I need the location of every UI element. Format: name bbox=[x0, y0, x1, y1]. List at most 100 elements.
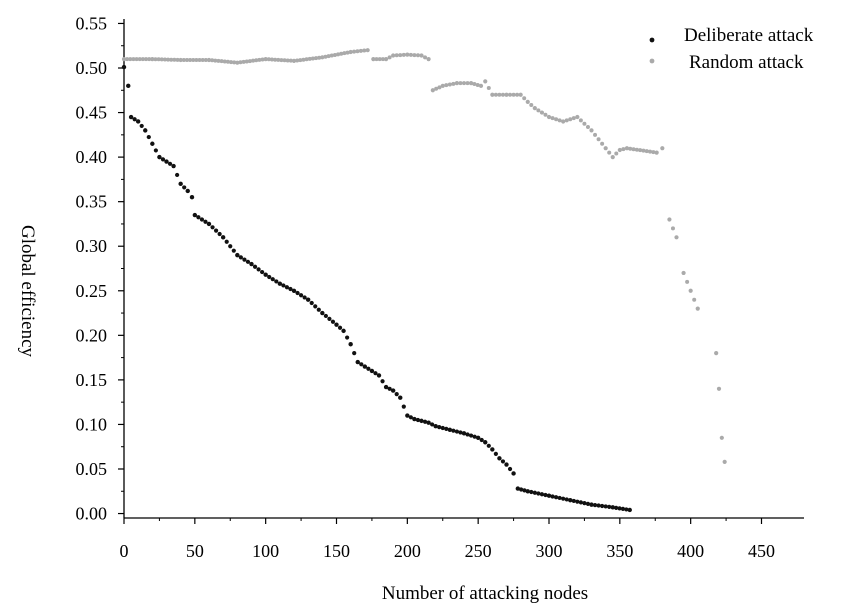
data-point bbox=[196, 215, 201, 220]
data-point bbox=[654, 150, 659, 155]
data-point bbox=[430, 422, 435, 427]
data-point bbox=[500, 92, 505, 97]
data-point bbox=[159, 57, 164, 62]
data-point bbox=[434, 86, 439, 91]
data-point bbox=[332, 52, 337, 57]
data-point bbox=[171, 163, 176, 169]
data-point bbox=[589, 502, 594, 507]
data-point bbox=[362, 48, 367, 53]
data-point bbox=[263, 56, 268, 62]
data-point bbox=[458, 430, 463, 435]
data-point bbox=[585, 125, 590, 130]
x-tick-label: 350 bbox=[606, 541, 633, 561]
data-point bbox=[383, 56, 389, 62]
data-point bbox=[478, 83, 484, 88]
data-point bbox=[614, 151, 619, 156]
data-point bbox=[692, 297, 697, 302]
data-point bbox=[181, 57, 186, 62]
data-point bbox=[585, 501, 591, 506]
data-point bbox=[486, 443, 491, 448]
data-point bbox=[532, 490, 537, 495]
data-point bbox=[497, 92, 502, 97]
data-point bbox=[339, 51, 344, 56]
x-tick-label: 100 bbox=[252, 541, 279, 561]
data-point bbox=[578, 118, 583, 123]
data-point bbox=[519, 487, 524, 492]
data-point bbox=[582, 501, 587, 506]
data-point bbox=[564, 118, 569, 123]
data-point bbox=[500, 459, 506, 464]
data-point bbox=[624, 507, 629, 512]
data-point bbox=[600, 503, 605, 509]
data-point bbox=[345, 335, 350, 340]
y-tick-label: 0.10 bbox=[76, 414, 108, 434]
data-point bbox=[371, 56, 376, 62]
data-point bbox=[310, 56, 315, 61]
data-point bbox=[256, 267, 261, 272]
data-point bbox=[644, 149, 649, 154]
data-point bbox=[334, 322, 339, 327]
data-point bbox=[486, 86, 491, 91]
data-point bbox=[307, 56, 312, 61]
x-axis-label: Number of attacking nodes bbox=[382, 583, 588, 604]
legend-marker-deliberate bbox=[649, 37, 655, 43]
data-point bbox=[284, 285, 290, 290]
legend: Deliberate attack Random attack bbox=[649, 25, 814, 73]
data-point bbox=[365, 48, 370, 53]
data-point bbox=[546, 493, 552, 498]
data-point bbox=[525, 489, 530, 494]
data-point bbox=[323, 54, 328, 59]
data-point bbox=[511, 471, 516, 476]
data-point bbox=[394, 392, 399, 397]
data-point bbox=[355, 359, 360, 365]
data-point bbox=[561, 119, 566, 124]
data-point bbox=[244, 59, 249, 64]
series-deliberate bbox=[121, 64, 632, 513]
data-point bbox=[282, 58, 287, 63]
data-point bbox=[298, 293, 304, 298]
data-point bbox=[575, 499, 580, 504]
data-point bbox=[150, 56, 155, 62]
data-point bbox=[681, 270, 686, 276]
data-point bbox=[320, 55, 325, 60]
data-point bbox=[373, 371, 378, 376]
data-point bbox=[139, 123, 144, 129]
data-point bbox=[200, 57, 205, 62]
data-point bbox=[369, 368, 375, 374]
data-point bbox=[522, 96, 527, 101]
data-point bbox=[515, 92, 520, 97]
data-point bbox=[189, 195, 195, 200]
data-point bbox=[716, 386, 722, 391]
data-point bbox=[197, 57, 202, 62]
data-point bbox=[553, 495, 559, 500]
data-point bbox=[225, 59, 230, 64]
data-point bbox=[327, 316, 332, 321]
data-point bbox=[213, 58, 218, 63]
data-point bbox=[557, 118, 562, 123]
data-point bbox=[391, 53, 396, 58]
data-point bbox=[440, 425, 445, 431]
data-point bbox=[383, 384, 389, 390]
data-point bbox=[203, 57, 208, 62]
y-tick-label: 0.05 bbox=[76, 459, 108, 479]
data-point bbox=[483, 440, 488, 445]
data-point bbox=[336, 52, 341, 57]
data-point bbox=[362, 364, 368, 369]
data-point bbox=[468, 433, 474, 438]
data-point bbox=[305, 297, 311, 302]
data-point bbox=[134, 57, 139, 62]
data-point bbox=[447, 427, 453, 432]
data-point bbox=[631, 147, 636, 152]
data-point bbox=[451, 81, 456, 86]
data-point bbox=[132, 117, 137, 122]
data-point bbox=[390, 388, 396, 393]
data-point bbox=[263, 272, 268, 277]
data-point bbox=[352, 351, 357, 356]
data-point bbox=[309, 300, 314, 306]
y-tick-label: 0.35 bbox=[76, 192, 108, 212]
data-point bbox=[380, 379, 385, 384]
data-point bbox=[620, 506, 626, 512]
data-point bbox=[249, 261, 254, 267]
data-point bbox=[543, 492, 548, 498]
data-point bbox=[166, 57, 171, 62]
